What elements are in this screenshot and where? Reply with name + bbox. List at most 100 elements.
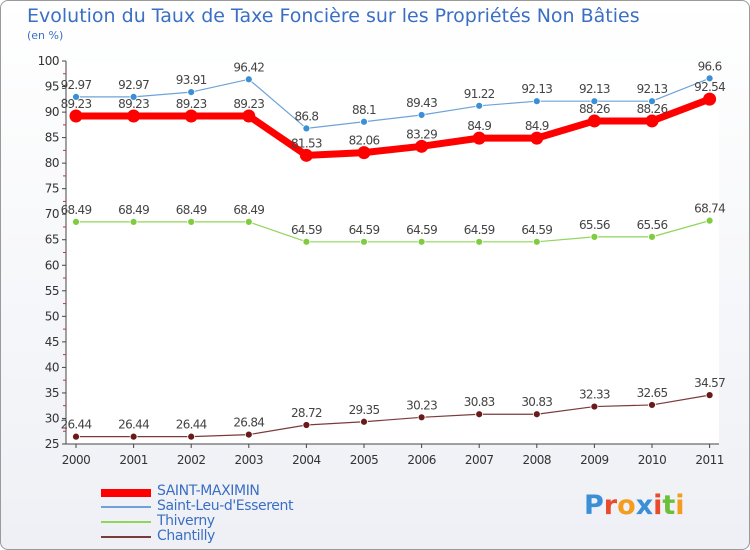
data-point (187, 432, 196, 441)
data-label: 88.26 (579, 102, 610, 116)
legend-swatch (101, 536, 151, 538)
data-point (532, 410, 541, 419)
data-label: 64.59 (291, 223, 322, 237)
data-point (184, 109, 198, 123)
data-point (648, 401, 656, 409)
data-label: 83.29 (406, 127, 437, 141)
data-point (417, 237, 426, 246)
data-label: 82.06 (349, 134, 380, 148)
data-point (360, 117, 368, 126)
data-label: 26.44 (118, 418, 149, 432)
data-label: 30.83 (521, 395, 552, 409)
data-point (417, 413, 426, 422)
legend-label: SAINT-MAXIMIN (157, 483, 260, 499)
y-tick-label: 40 (45, 360, 59, 374)
data-point (590, 97, 599, 106)
x-tick-label: 2007 (465, 453, 494, 467)
y-tick-label: 100 (38, 54, 59, 68)
data-point (648, 97, 656, 106)
y-tick-label: 50 (45, 309, 59, 323)
series-line-3 (76, 394, 710, 438)
data-point (645, 114, 659, 128)
data-point (242, 109, 256, 123)
logo-letter: i (675, 490, 685, 521)
y-tick-label: 30 (45, 411, 59, 425)
data-label: 64.59 (464, 223, 495, 237)
data-label: 64.59 (349, 223, 380, 237)
logo-letter: t (662, 490, 676, 521)
y-tick-label: 85 (45, 131, 59, 145)
x-tick-label: 2010 (638, 453, 667, 467)
legend-label: Chantilly (157, 528, 215, 544)
data-point (244, 430, 253, 439)
y-tick-label: 60 (45, 258, 59, 272)
unit-label: (en %) (27, 29, 64, 42)
data-label: 65.56 (579, 218, 610, 232)
data-point (187, 88, 196, 96)
plot-area (66, 61, 719, 444)
y-tick-label: 35 (45, 386, 59, 400)
y-tick-label: 45 (45, 335, 59, 349)
data-label: 92.13 (579, 82, 610, 96)
data-point (127, 109, 141, 123)
data-label: 65.56 (637, 218, 668, 232)
data-label: 68.49 (233, 203, 264, 217)
data-label: 96.42 (233, 60, 264, 74)
data-point (244, 218, 253, 226)
data-point (590, 402, 599, 411)
data-label: 89.23 (61, 97, 92, 111)
data-label: 28.72 (291, 406, 322, 420)
series-line-2 (76, 220, 710, 243)
data-label: 92.13 (637, 82, 668, 96)
data-label: 30.23 (406, 398, 437, 412)
data-label: 84.9 (525, 119, 549, 133)
data-label: 88.26 (637, 102, 668, 116)
data-label: 89.43 (406, 96, 437, 110)
y-tick-label: 70 (45, 207, 59, 221)
data-label: 96.6 (698, 59, 722, 73)
data-label: 89.23 (233, 97, 264, 111)
data-point (648, 232, 656, 241)
data-label: 92.13 (521, 82, 552, 96)
proxiti-logo: Proxiti (584, 490, 685, 521)
y-tick-label: 55 (45, 284, 59, 298)
legend-label: Thiverny (157, 513, 215, 529)
x-tick-label: 2008 (523, 453, 552, 467)
data-point (302, 237, 311, 246)
data-label: 84.9 (467, 119, 491, 133)
data-label: 64.59 (521, 223, 552, 237)
logo-letter: x (635, 490, 654, 521)
data-point (475, 101, 484, 110)
data-point (530, 131, 544, 145)
data-point (415, 139, 429, 153)
legend-label: Saint-Leu-d'Esserent (157, 498, 294, 514)
data-point (475, 410, 484, 419)
y-tick-label: 90 (45, 105, 59, 119)
y-tick-label: 65 (45, 233, 59, 247)
x-tick-label: 2011 (695, 453, 724, 467)
data-point (357, 146, 371, 160)
series-line-1 (76, 77, 710, 130)
y-tick-label: 80 (45, 156, 59, 170)
y-tick-label: 95 (45, 80, 59, 94)
data-label: 29.35 (349, 403, 380, 417)
logo-letter: r (603, 490, 618, 521)
x-tick-label: 2009 (580, 453, 609, 467)
data-point (187, 218, 196, 226)
data-label: 92.97 (61, 78, 92, 92)
legend-swatch (101, 489, 151, 497)
data-point (360, 417, 368, 426)
data-point (703, 92, 717, 106)
data-point (72, 432, 80, 441)
data-label: 68.49 (61, 203, 92, 217)
data-point (72, 92, 80, 101)
data-label: 26.44 (176, 418, 207, 432)
logo-letter: P (584, 490, 604, 521)
data-point (129, 92, 138, 101)
data-point (72, 218, 80, 226)
data-label: 89.23 (118, 97, 149, 111)
data-label: 81.53 (291, 136, 322, 150)
data-point (532, 97, 541, 106)
x-tick-label: 2005 (350, 453, 379, 467)
